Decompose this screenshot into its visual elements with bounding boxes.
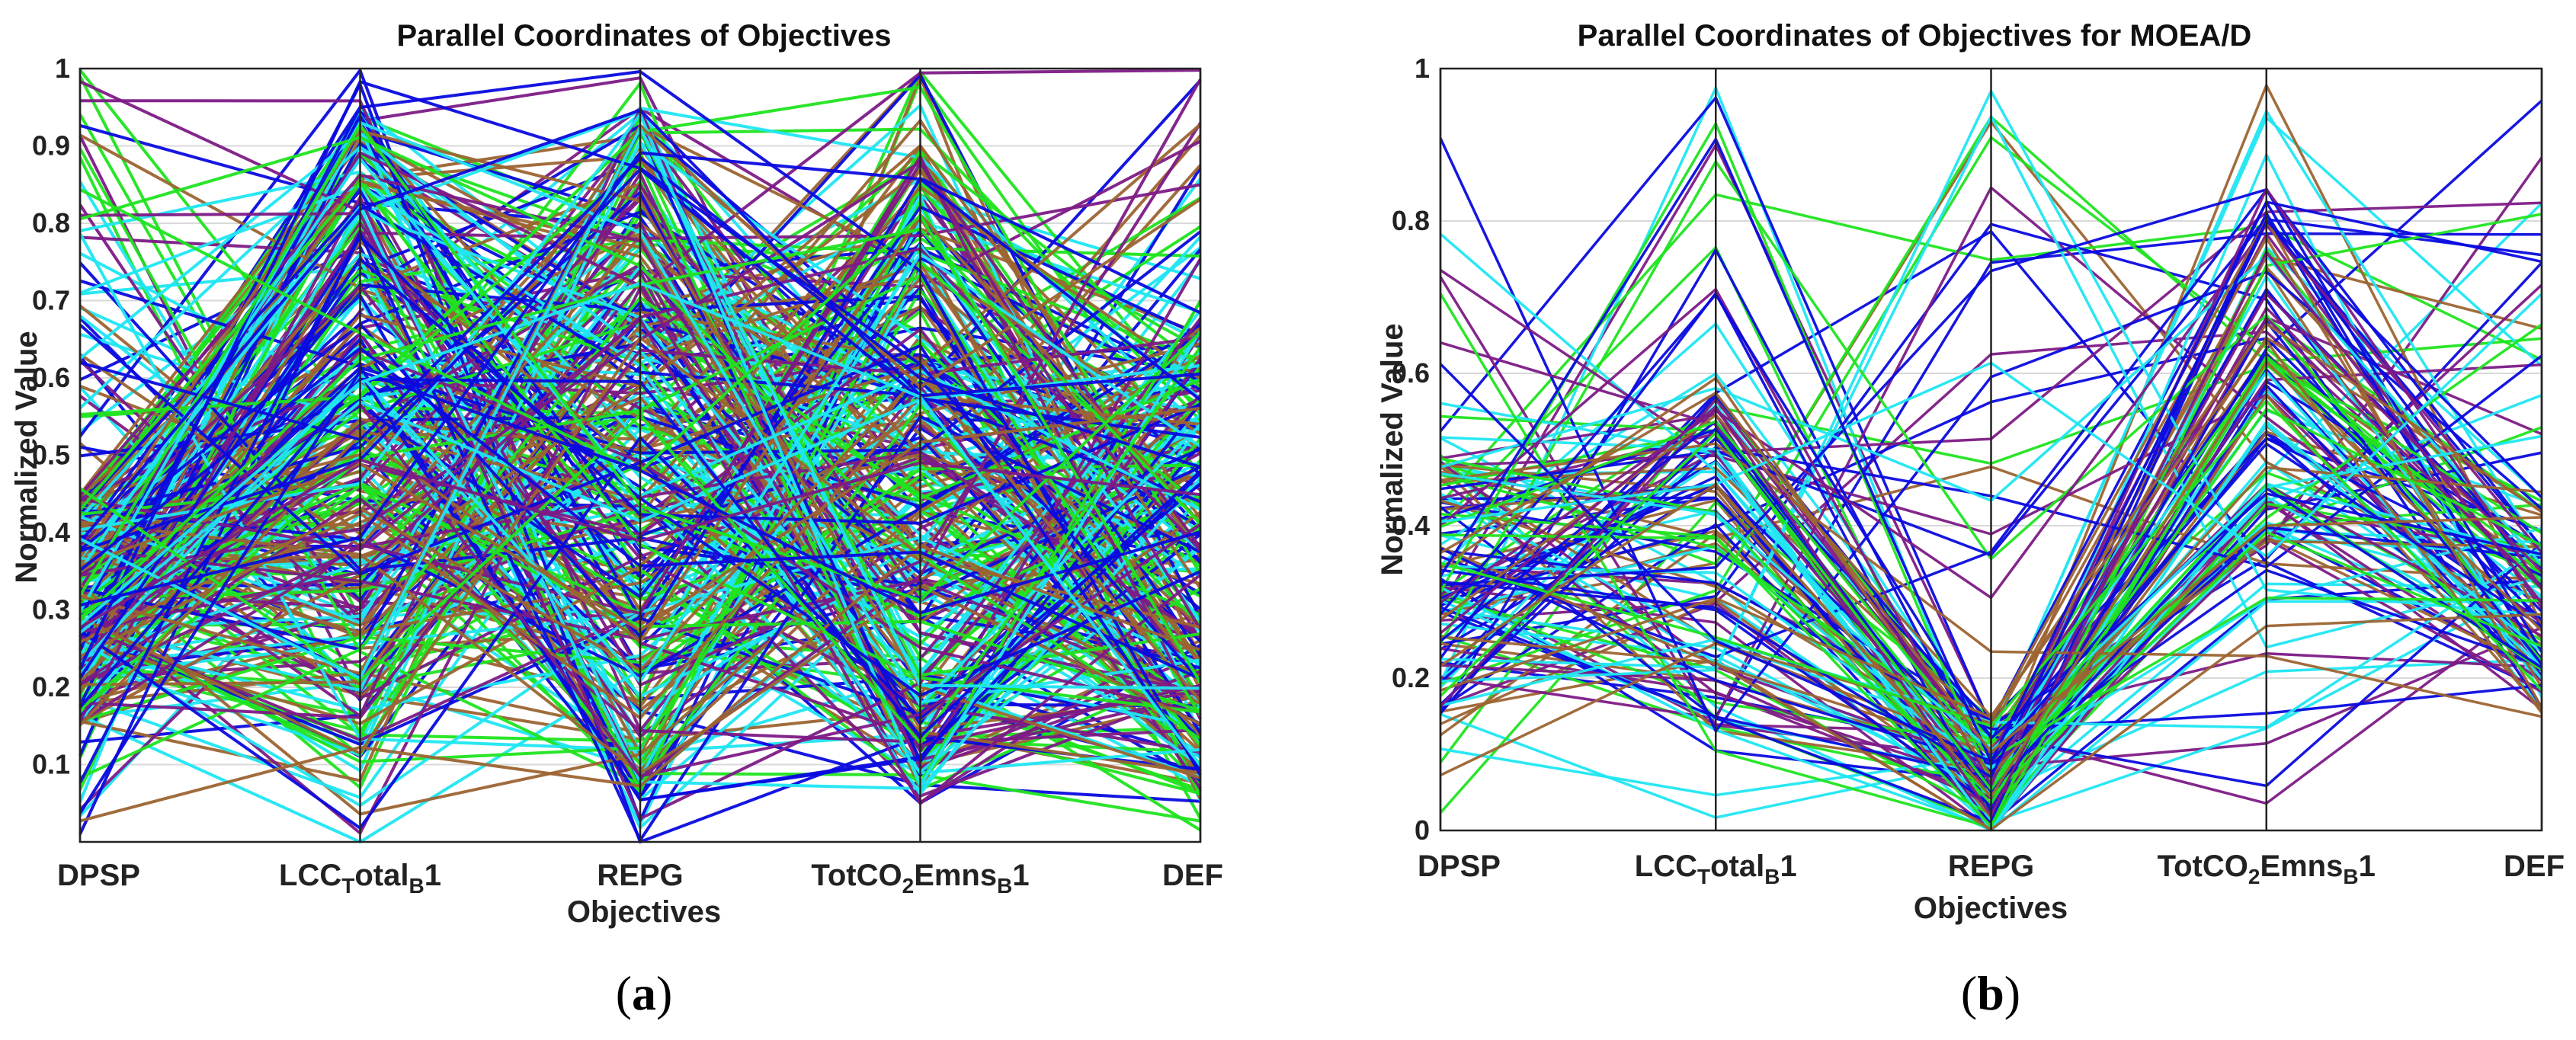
y-tick-label: 0.9 bbox=[32, 130, 70, 162]
y-tick-label: 0.7 bbox=[32, 285, 70, 316]
chart-b: Parallel Coordinates of Objectives for M… bbox=[1376, 19, 2565, 1020]
y-tick-label: 0.6 bbox=[1392, 357, 1430, 389]
axis-category-label: DPSP bbox=[1418, 850, 1501, 883]
axis-category-label: TotCO2EmnsB1 bbox=[811, 859, 1029, 898]
y-tick-label: 1 bbox=[55, 53, 70, 84]
y-tick-label: 0.1 bbox=[32, 749, 70, 780]
axis-category-label: DPSP bbox=[57, 859, 140, 892]
axis-category-label: DEF bbox=[1162, 859, 1223, 892]
chart-a-xlabel: Objectives bbox=[567, 895, 721, 929]
chart-a-vertical-axes bbox=[78, 69, 1202, 842]
chart-b-ylabel: Normalized Value bbox=[1376, 323, 1409, 575]
axis-category-label: REPG bbox=[1948, 850, 2034, 883]
chart-b-title: Parallel Coordinates of Objectives for M… bbox=[1578, 19, 2252, 53]
y-tick-label: 0 bbox=[1415, 814, 1430, 846]
y-tick-label: 0.5 bbox=[32, 440, 70, 471]
chart-a-y-ticks: 0.1 0.2 0.3 0.4 0.5 0.6 0.7 0.8 0.9 1 bbox=[32, 53, 70, 780]
axis-category-label: TotCO2EmnsB1 bbox=[2158, 850, 2376, 888]
chart-b-xlabel: Objectives bbox=[1914, 891, 2068, 925]
y-tick-label: 0.4 bbox=[1392, 510, 1430, 541]
axis-category-label: DEF bbox=[2504, 850, 2565, 883]
axis-category-label: REPG bbox=[597, 859, 683, 892]
panel-b-label: (b) bbox=[1961, 966, 2020, 1020]
y-tick-label: 0.8 bbox=[1392, 205, 1430, 236]
y-tick-label: 0.2 bbox=[1392, 662, 1430, 693]
chart-b-lines bbox=[1439, 84, 2543, 832]
y-tick-label: 1 bbox=[1415, 53, 1430, 84]
chart-a-category-labels: DPSP LCCTotalB1 REPG TotCO2EmnsB1 DEF bbox=[57, 859, 1223, 898]
chart-a: Parallel Coordinates of Objectives 0.10.… bbox=[10, 19, 1223, 1020]
y-tick-label: 0.4 bbox=[32, 517, 70, 548]
y-tick-label: 0.3 bbox=[32, 594, 70, 626]
y-tick-label: 0.6 bbox=[32, 362, 70, 393]
y-tick-label: 0.2 bbox=[32, 671, 70, 702]
chart-a-title: Parallel Coordinates of Objectives bbox=[396, 19, 891, 53]
y-tick-label: 0.8 bbox=[32, 207, 70, 238]
chart-a-ylabel: Normalized Value bbox=[10, 331, 43, 583]
chart-b-vertical-axes bbox=[1439, 69, 2543, 830]
chart-b-y-ticks: 0 0.2 0.4 0.6 0.8 1 bbox=[1392, 53, 1430, 846]
axis-category-label: LCCTotalB1 bbox=[279, 859, 441, 898]
axis-category-label: LCCTotalB1 bbox=[1635, 850, 1797, 888]
panel-a-label: (a) bbox=[616, 966, 673, 1020]
chart-b-category-labels: DPSP LCCTotalB1 REPG TotCO2EmnsB1 DEF bbox=[1418, 850, 2565, 888]
